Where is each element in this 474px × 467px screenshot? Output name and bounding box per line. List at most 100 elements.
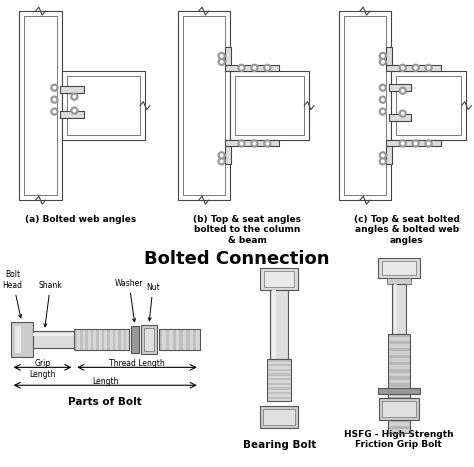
Bar (382, 261, 416, 275)
Bar (141, 325, 157, 354)
Bar (378, 388, 419, 394)
Bar (173, 328, 176, 350)
Bar (388, 344, 410, 348)
Bar (388, 358, 410, 362)
Bar (386, 141, 440, 147)
Bar (127, 328, 129, 350)
Circle shape (399, 87, 406, 94)
Bar (74, 328, 129, 350)
Circle shape (382, 86, 384, 89)
Circle shape (401, 67, 404, 69)
Bar (178, 11, 229, 200)
Bar (77, 328, 80, 350)
Circle shape (401, 90, 404, 92)
Bar (378, 258, 419, 278)
Bar (386, 65, 440, 71)
Bar (107, 328, 110, 350)
Text: (a) Bolted web angles: (a) Bolted web angles (25, 215, 136, 224)
Circle shape (51, 96, 58, 103)
Bar (339, 11, 391, 200)
Bar (382, 401, 416, 417)
Bar (388, 355, 410, 358)
Circle shape (399, 110, 406, 117)
Bar (190, 328, 193, 350)
Text: Thread Length: Thread Length (109, 360, 165, 368)
Bar (392, 284, 406, 333)
Bar (88, 328, 91, 350)
Circle shape (379, 108, 386, 115)
Text: Washer: Washer (115, 279, 143, 322)
Bar (267, 371, 291, 373)
Bar (391, 71, 466, 141)
Circle shape (379, 152, 386, 159)
Bar (267, 360, 291, 362)
Circle shape (73, 95, 75, 98)
Bar (104, 328, 107, 350)
Bar (159, 328, 162, 350)
Bar (193, 328, 196, 350)
Bar (388, 366, 410, 369)
Circle shape (220, 154, 223, 156)
Bar (96, 328, 99, 350)
Text: Bolt
Head: Bolt Head (3, 270, 23, 318)
Bar (379, 398, 419, 420)
Circle shape (414, 67, 417, 69)
Bar (389, 84, 410, 91)
Circle shape (379, 158, 386, 165)
Bar (18, 11, 63, 200)
Circle shape (240, 67, 243, 69)
Bar (388, 383, 410, 387)
Bar (15, 325, 20, 354)
Bar (267, 378, 291, 380)
Bar (267, 399, 291, 401)
Circle shape (382, 160, 384, 163)
Text: Shank: Shank (38, 281, 62, 327)
Circle shape (425, 64, 432, 71)
Bar (388, 415, 410, 419)
Bar (229, 71, 309, 141)
Bar (60, 86, 84, 92)
Circle shape (382, 99, 384, 101)
Circle shape (220, 55, 223, 57)
Bar (264, 271, 294, 287)
Circle shape (379, 52, 386, 59)
Text: HSFG - High Strength
Friction Grip Bolt: HSFG - High Strength Friction Grip Bolt (344, 430, 454, 449)
Circle shape (264, 140, 271, 147)
Bar (74, 328, 77, 350)
Bar (388, 337, 410, 340)
Bar (388, 408, 410, 412)
Bar (388, 380, 410, 383)
Circle shape (53, 110, 55, 113)
Bar (24, 16, 57, 195)
Bar (388, 351, 410, 355)
Bar (388, 333, 410, 433)
Bar (388, 340, 410, 344)
Bar (396, 76, 461, 135)
Bar (388, 376, 410, 380)
Bar (388, 390, 410, 394)
Bar (267, 375, 291, 378)
Circle shape (240, 142, 243, 145)
Circle shape (382, 61, 384, 63)
Bar (162, 328, 166, 350)
Circle shape (401, 113, 404, 115)
Bar (260, 268, 298, 290)
Bar (267, 392, 291, 394)
Bar (179, 328, 182, 350)
Bar (131, 325, 139, 354)
Circle shape (251, 64, 258, 71)
Bar (388, 404, 410, 408)
Circle shape (220, 61, 223, 63)
Circle shape (399, 64, 406, 71)
Circle shape (382, 110, 384, 113)
Circle shape (414, 142, 417, 145)
Bar (169, 328, 173, 350)
Circle shape (73, 109, 75, 112)
Circle shape (71, 107, 78, 114)
Circle shape (382, 55, 384, 57)
Text: Bolted Connection: Bolted Connection (144, 250, 329, 268)
Bar (225, 147, 230, 164)
Bar (183, 16, 225, 195)
Bar (144, 327, 154, 352)
Bar (388, 373, 410, 376)
